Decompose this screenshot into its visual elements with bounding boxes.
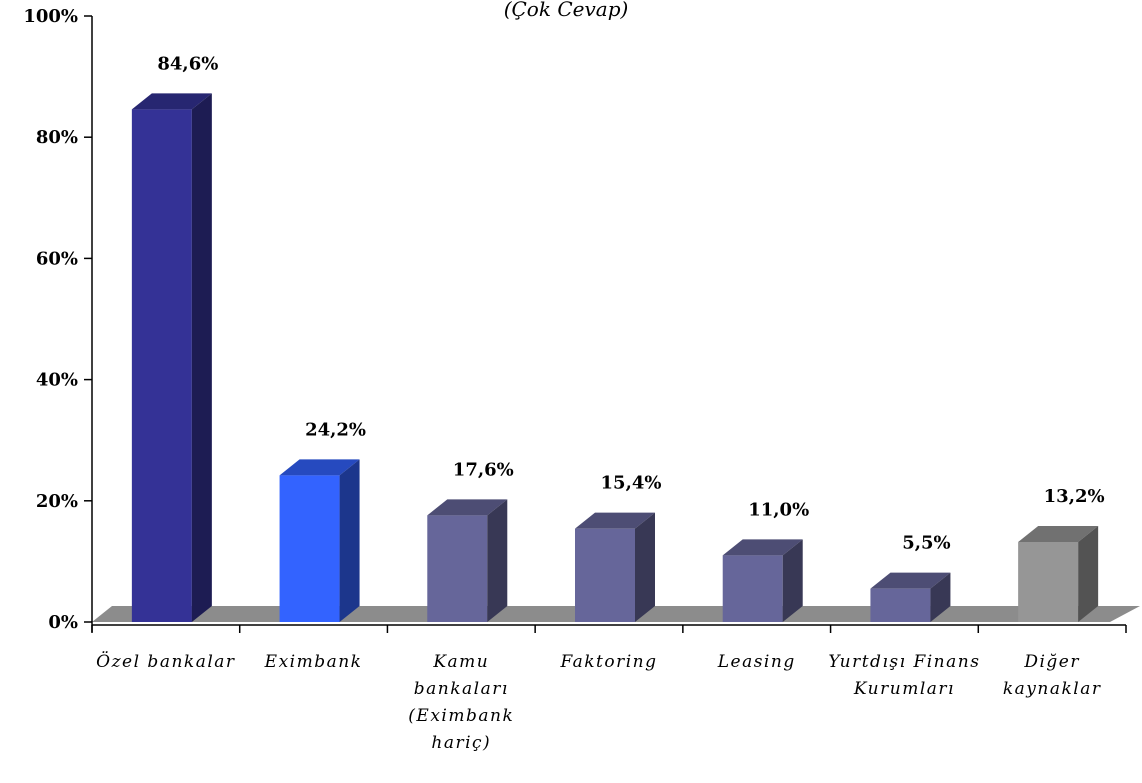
bar	[870, 572, 951, 622]
y-tick-label: 80%	[36, 127, 78, 148]
x-category-label: kaynaklar	[1003, 679, 1102, 699]
bar-side	[930, 572, 951, 622]
bar-top	[870, 572, 951, 589]
bar-front	[1018, 542, 1079, 622]
x-category-label: Kurumları	[853, 679, 955, 699]
y-tick-label: 100%	[23, 6, 78, 27]
data-label: 17,6%	[453, 459, 514, 480]
bar-side	[339, 459, 360, 622]
bar-top	[722, 539, 803, 556]
bar	[575, 512, 655, 622]
bar-side	[191, 93, 212, 623]
x-category-label: Diğer	[1023, 652, 1080, 672]
bar-front	[870, 588, 931, 622]
bar-side	[487, 499, 508, 622]
y-tick-label: 40%	[36, 370, 78, 391]
y-tick-label: 20%	[36, 491, 78, 512]
bar-top	[279, 459, 360, 476]
x-category-label: hariç)	[431, 733, 491, 753]
bar-front	[279, 475, 340, 622]
bar-top	[427, 499, 508, 516]
data-label: 11,0%	[748, 499, 809, 520]
bar	[279, 459, 360, 622]
bar-top	[575, 512, 655, 529]
x-category-label: Yurtdışı Finans	[828, 652, 980, 672]
bar	[1018, 526, 1099, 622]
y-tick-label: 60%	[36, 248, 78, 269]
bar-side	[782, 539, 803, 622]
bar	[131, 93, 212, 623]
bar-front	[427, 515, 488, 622]
data-label: 15,4%	[601, 473, 662, 494]
x-category-label: Faktoring	[559, 652, 657, 672]
bar	[427, 499, 508, 622]
bar-front	[131, 109, 192, 623]
y-tick-label: 0%	[48, 612, 78, 633]
chart-subtitle: (Çok Cevap)	[504, 0, 629, 21]
x-category-label: Eximbank	[264, 652, 363, 672]
data-label: 84,6%	[157, 53, 218, 74]
x-category-label: Kamu	[432, 652, 489, 672]
bar-front	[575, 528, 635, 622]
bar-front	[722, 555, 783, 622]
data-label: 5,5%	[902, 533, 950, 554]
x-category-label: Özel bankalar	[96, 651, 235, 672]
data-label: 13,2%	[1044, 486, 1105, 507]
bar-side	[1078, 526, 1099, 622]
bar-top	[1018, 526, 1099, 543]
x-category-label: bankaları	[414, 679, 509, 699]
bar-side	[635, 512, 655, 622]
bar	[722, 539, 803, 622]
x-category-label: Leasing	[717, 652, 796, 672]
bar-top	[131, 93, 212, 110]
data-label: 24,2%	[305, 419, 366, 440]
x-category-label: (Eximbank	[408, 706, 514, 726]
